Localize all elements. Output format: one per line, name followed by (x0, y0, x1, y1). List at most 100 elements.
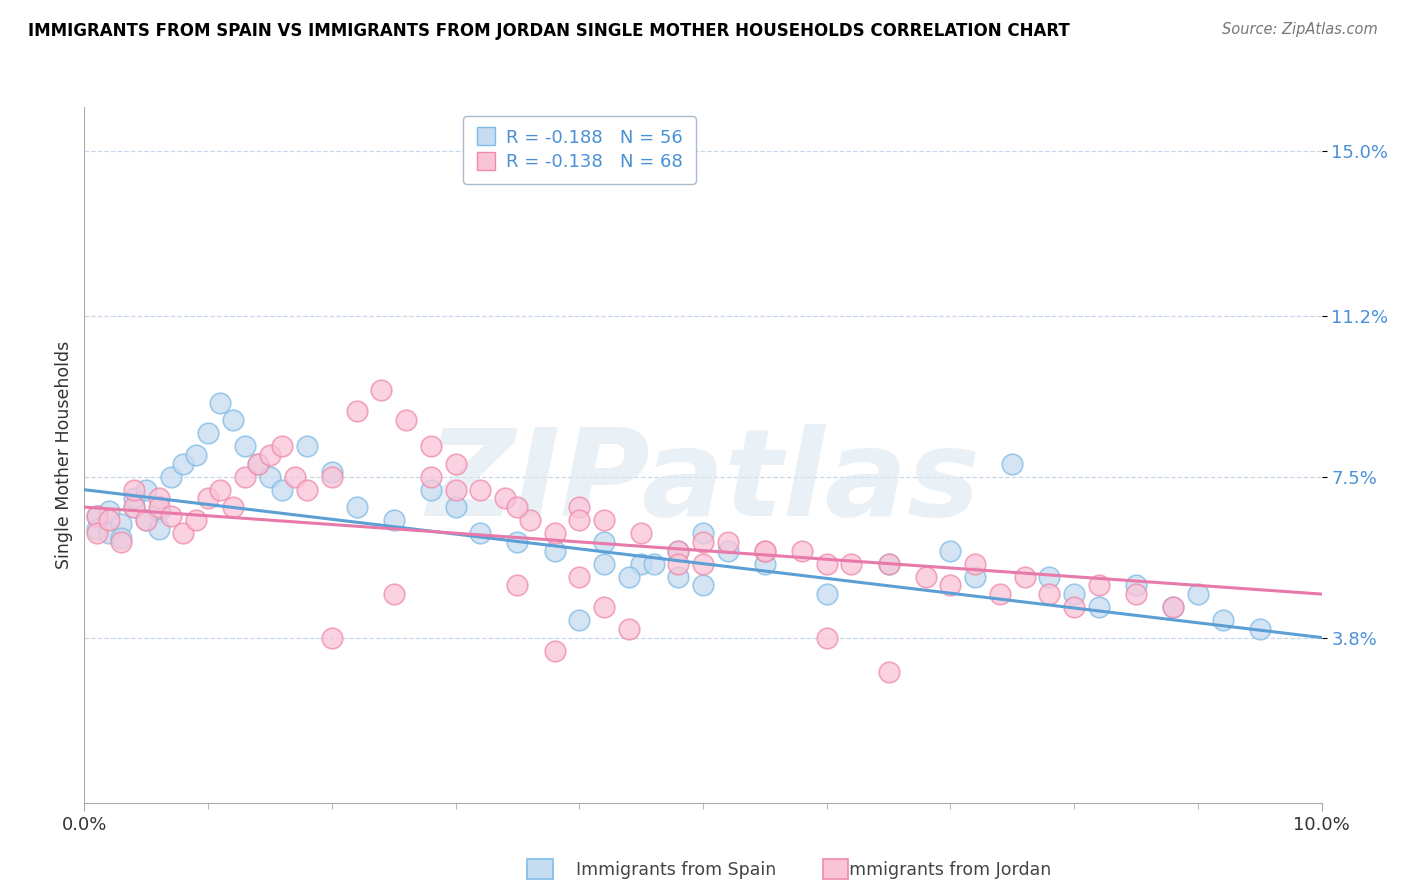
Point (1038, 587, 1060, 601)
Point (1063, 600, 1085, 615)
Point (122, 491, 145, 506)
Point (382, 587, 405, 601)
Point (98, 513, 121, 527)
Point (233, 469, 256, 483)
Point (382, 513, 405, 527)
Point (643, 557, 665, 571)
Point (568, 613, 591, 627)
Point (259, 469, 281, 483)
Point (160, 508, 183, 523)
Point (1125, 587, 1147, 601)
Point (692, 526, 714, 541)
Point (160, 469, 183, 483)
Point (135, 513, 157, 527)
Point (506, 578, 529, 592)
Point (692, 535, 714, 549)
Point (86, 508, 108, 523)
Point (1088, 600, 1111, 615)
Point (321, 469, 343, 483)
Point (965, 557, 987, 571)
Point (246, 457, 269, 471)
Point (914, 570, 936, 584)
Point (965, 570, 987, 584)
Point (122, 500, 145, 514)
Point (593, 535, 616, 549)
Point (593, 513, 616, 527)
Point (346, 404, 368, 418)
Point (717, 543, 740, 558)
Point (506, 500, 529, 514)
Point (630, 526, 652, 541)
Point (593, 557, 616, 571)
Point (233, 439, 256, 453)
Point (1212, 613, 1234, 627)
Point (666, 543, 689, 558)
Point (1038, 570, 1060, 584)
Point (321, 466, 343, 480)
Text: Immigrants from Spain: Immigrants from Spain (576, 861, 776, 879)
Point (271, 483, 294, 497)
Point (321, 631, 343, 645)
Point (184, 448, 207, 462)
Point (122, 483, 145, 497)
Point (444, 500, 467, 514)
Point (470, 526, 492, 541)
Point (259, 448, 281, 462)
Point (543, 526, 565, 541)
Point (666, 543, 689, 558)
Text: IMMIGRANTS FROM SPAIN VS IMMIGRANTS FROM JORDAN SINGLE MOTHER HOUSEHOLDS CORRELA: IMMIGRANTS FROM SPAIN VS IMMIGRANTS FROM… (28, 22, 1070, 40)
Point (148, 504, 170, 518)
Point (877, 557, 900, 571)
Point (519, 513, 541, 527)
Point (86, 508, 108, 523)
Point (419, 439, 441, 453)
Point (148, 491, 170, 506)
Point (568, 513, 591, 527)
Point (939, 543, 962, 558)
Point (470, 483, 492, 497)
Point (568, 570, 591, 584)
Point (494, 491, 516, 506)
Point (754, 543, 776, 558)
Point (135, 483, 157, 497)
Point (370, 383, 392, 397)
Text: Source: ZipAtlas.com: Source: ZipAtlas.com (1222, 22, 1378, 37)
Point (1249, 622, 1271, 636)
Point (148, 522, 170, 536)
Point (1125, 578, 1147, 592)
Point (939, 578, 962, 592)
Y-axis label: Single Mother Households: Single Mother Households (55, 341, 73, 569)
Point (172, 457, 194, 471)
Point (506, 535, 529, 549)
Point (110, 535, 132, 549)
Point (593, 600, 616, 615)
Point (209, 483, 232, 497)
Point (754, 557, 776, 571)
Point (617, 622, 640, 636)
Text: Immigrants from Jordan: Immigrants from Jordan (844, 861, 1050, 879)
Point (666, 557, 689, 571)
Point (1187, 587, 1209, 601)
Point (692, 578, 714, 592)
Point (98, 504, 121, 518)
Point (988, 587, 1011, 601)
Point (1088, 578, 1111, 592)
Point (295, 439, 318, 453)
Point (86, 522, 108, 536)
Point (666, 570, 689, 584)
Point (815, 557, 838, 571)
Point (1014, 570, 1036, 584)
Point (110, 517, 132, 532)
Point (444, 457, 467, 471)
Point (630, 557, 652, 571)
Point (284, 469, 307, 483)
Point (444, 483, 467, 497)
Point (148, 500, 170, 514)
Point (617, 570, 640, 584)
Point (135, 513, 157, 527)
Point (86, 526, 108, 541)
Text: ZIPatlas: ZIPatlas (426, 425, 980, 541)
Point (815, 587, 838, 601)
Point (209, 396, 232, 410)
Point (815, 631, 838, 645)
